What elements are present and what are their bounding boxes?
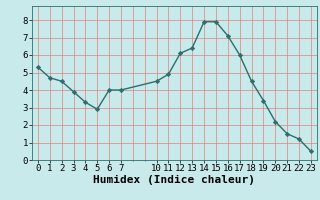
X-axis label: Humidex (Indice chaleur): Humidex (Indice chaleur)	[93, 175, 255, 185]
